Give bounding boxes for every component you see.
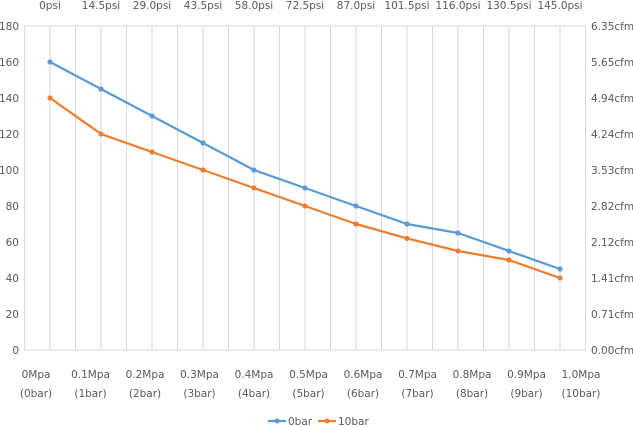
data-point-0bar	[557, 266, 563, 272]
x-tick-label-mpa: 0.5Mpa	[289, 369, 328, 381]
data-point-0bar	[98, 86, 104, 92]
data-point-10bar	[251, 185, 257, 191]
data-point-10bar	[98, 131, 104, 137]
data-point-0bar	[353, 203, 359, 209]
data-point-0bar	[149, 113, 155, 119]
y-tick-label: 100	[0, 165, 19, 177]
x-tick-label-bar: (9bar)	[510, 388, 542, 400]
x-top-tick-label: 87.0psi	[337, 0, 375, 12]
y2-tick-label: 0.00cfm	[591, 345, 633, 357]
y2-tick-label: 2.12cfm	[591, 237, 633, 249]
x-tick-label-bar: (7bar)	[401, 388, 433, 400]
x-top-tick-label: 29.0psi	[133, 0, 171, 12]
x-tick-label-bar: (0bar)	[20, 388, 52, 400]
y2-tick-label: 4.24cfm	[591, 129, 633, 141]
data-point-0bar	[251, 167, 257, 173]
data-point-0bar	[404, 221, 410, 227]
data-point-0bar	[47, 59, 53, 65]
data-point-10bar	[47, 95, 53, 101]
y2-tick-label: 6.35cfm	[591, 21, 633, 33]
y-tick-label: 0	[12, 345, 19, 357]
y-tick-label: 120	[0, 129, 19, 141]
x-tick-label-bar: (4bar)	[238, 388, 270, 400]
x-tick-label-mpa: 0.2Mpa	[126, 369, 165, 381]
x-top-tick-label: 58.0psi	[235, 0, 273, 12]
y2-tick-label: 5.65cfm	[591, 57, 633, 69]
x-top-tick-label: 130.5psi	[486, 0, 531, 12]
x-tick-label-mpa: 0.1Mpa	[71, 369, 110, 381]
x-tick-label-mpa: 0Mpa	[22, 369, 51, 381]
x-tick-label-mpa: 1.0Mpa	[562, 369, 601, 381]
data-point-10bar	[353, 221, 359, 227]
legend-label: 10bar	[338, 416, 369, 427]
data-point-10bar	[455, 248, 461, 254]
y-tick-label: 60	[6, 237, 19, 249]
x-tick-label-bar: (5bar)	[292, 388, 324, 400]
data-point-0bar	[455, 230, 461, 236]
y-tick-label: 160	[0, 57, 19, 69]
x-tick-label-bar: (6bar)	[347, 388, 379, 400]
x-tick-label-mpa: 0.4Mpa	[235, 369, 274, 381]
data-point-10bar	[404, 235, 410, 241]
x-tick-label-bar: (1bar)	[74, 388, 106, 400]
x-tick-label-bar: (10bar)	[562, 388, 601, 400]
x-tick-label-bar: (8bar)	[456, 388, 488, 400]
data-point-0bar	[302, 185, 308, 191]
x-tick-label-bar: (3bar)	[183, 388, 215, 400]
x-tick-label-mpa: 0.8Mpa	[453, 369, 492, 381]
x-tick-label-mpa: 0.7Mpa	[398, 369, 437, 381]
x-tick-label-mpa: 0.9Mpa	[507, 369, 546, 381]
data-point-0bar	[506, 248, 512, 254]
y-tick-label: 40	[6, 273, 19, 285]
y2-tick-label: 1.41cfm	[591, 273, 633, 285]
legend-marker-0bar	[274, 418, 280, 424]
x-top-tick-label: 0psi	[39, 0, 61, 12]
data-point-10bar	[149, 149, 155, 155]
x-top-tick-label: 72.5psi	[286, 0, 324, 12]
y-tick-label: 180	[0, 21, 19, 33]
data-point-10bar	[557, 275, 563, 281]
data-point-10bar	[200, 167, 206, 173]
x-tick-label-mpa: 0.3Mpa	[180, 369, 219, 381]
legend-label: 0bar	[288, 416, 313, 427]
legend-marker-10bar	[324, 418, 330, 424]
x-top-tick-label: 145.0psi	[537, 0, 582, 12]
x-top-tick-label: 101.5psi	[384, 0, 429, 12]
x-top-tick-label: 43.5psi	[184, 0, 222, 12]
y2-tick-label: 3.53cfm	[591, 165, 633, 177]
y2-tick-label: 2.82cfm	[591, 201, 633, 213]
y-tick-label: 80	[6, 201, 19, 213]
x-tick-label-bar: (2bar)	[129, 388, 161, 400]
x-top-tick-label: 116.0psi	[435, 0, 480, 12]
x-top-tick-label: 14.5psi	[82, 0, 120, 12]
data-point-0bar	[200, 140, 206, 146]
y2-tick-label: 0.71cfm	[591, 309, 633, 321]
y2-tick-label: 4.94cfm	[591, 93, 633, 105]
data-point-10bar	[506, 257, 512, 263]
data-point-10bar	[302, 203, 308, 209]
y-tick-label: 20	[6, 309, 19, 321]
x-tick-label-mpa: 0.6Mpa	[344, 369, 383, 381]
y-tick-label: 140	[0, 93, 19, 105]
